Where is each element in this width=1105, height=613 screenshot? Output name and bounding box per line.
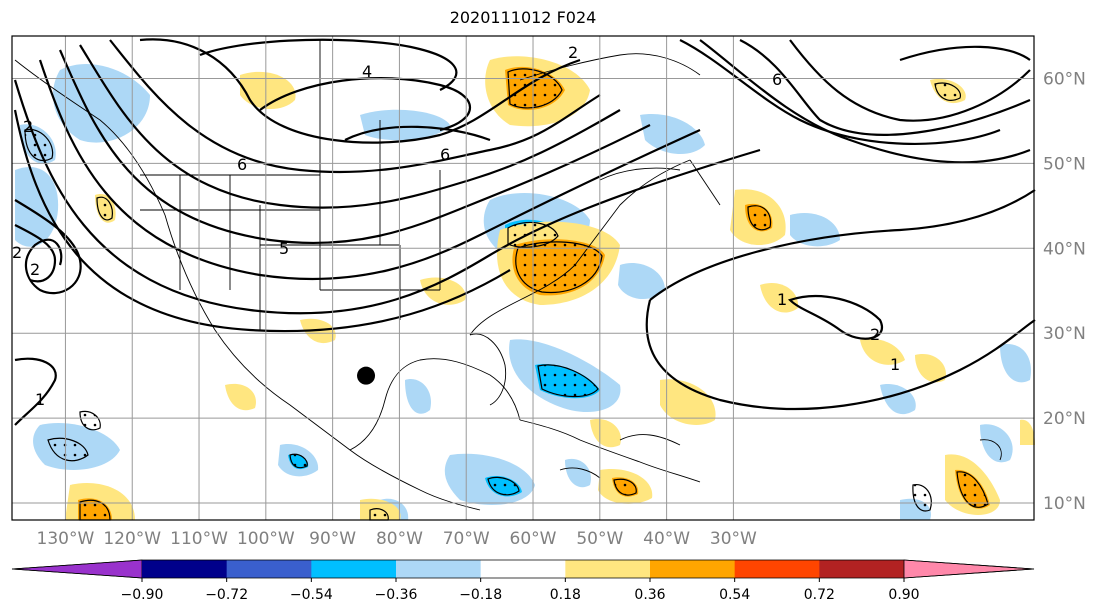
contour-label: 2: [30, 260, 40, 279]
longitude-label: 90°W: [309, 529, 356, 545]
colorbar-tick-label: −0.54: [290, 587, 333, 603]
latitude-label: 10°N: [1043, 494, 1086, 514]
contour-lines: [13, 38, 1036, 426]
colorbar: −0.90 −0.72 −0.54 −0.36 −0.18 0.18 0.36 0.54 0.7…: [11, 559, 1035, 603]
longitude-label: 120°W: [103, 529, 161, 545]
colorbar-extend-high: [903, 559, 1035, 579]
colorbar-tick-label: −0.72: [205, 587, 248, 603]
coastlines-borders: [14, 40, 1002, 511]
colorbar-swatch: [226, 560, 312, 578]
latitude-label: 50°N: [1043, 154, 1086, 174]
contour-label: 6: [772, 70, 782, 89]
longitude-label: 80°W: [376, 529, 423, 545]
contour-label-layer: 4 6 6 5 2 2 2 1 1 2 6 1 2: [12, 43, 900, 409]
contour-label: 4: [362, 62, 372, 81]
colorbar-tick-label: −0.90: [121, 587, 164, 603]
contour-label: 2: [568, 43, 578, 62]
map-title: 2020111012 F024: [449, 8, 597, 27]
colorbar-tick-label: 0.18: [550, 587, 581, 603]
latitude-labels: 10°N 20°N 30°N 40°N 50°N 60°N: [1043, 69, 1086, 514]
colorbar-tick-labels: −0.90 −0.72 −0.54 −0.36 −0.18 0.18 0.36 0.54 0.7…: [121, 578, 920, 603]
map-frame: [11, 35, 1035, 521]
colorbar-swatch: [396, 560, 482, 578]
latitude-label: 60°N: [1043, 69, 1086, 89]
longitude-label: 30°W: [710, 529, 757, 545]
colorbar-swatches: [11, 559, 1035, 579]
contour-label: 1: [890, 355, 900, 374]
colorbar-tick-label: 0.54: [719, 587, 750, 603]
colorbar-swatch: [819, 560, 905, 578]
storm-center-marker: [357, 366, 376, 385]
contour-label: 5: [279, 239, 289, 258]
colorbar-tick-label: 0.90: [888, 587, 919, 603]
longitude-labels: 130°W 120°W 110°W 100°W 90°W 80°W 70°W 60°W 50°W…: [37, 529, 758, 545]
colorbar-swatch: [311, 560, 397, 578]
contour-label: 6: [237, 155, 247, 174]
contour-label: 1: [777, 290, 787, 309]
colorbar-tick-label: 0.36: [634, 587, 665, 603]
contour-label: 2: [870, 325, 880, 344]
contour-label: 6: [440, 145, 450, 164]
colorbar-swatch: [480, 560, 566, 578]
colorbar-swatch: [565, 560, 651, 578]
latitude-label: 40°N: [1043, 239, 1086, 259]
longitude-label: 130°W: [37, 529, 95, 545]
colorbar-swatch: [650, 560, 736, 578]
contour-label: 1: [35, 390, 45, 409]
weather-map: 4 6 6 5 2 2 2 1 1 2 6 1 2 130°W 120°W 110°…: [11, 35, 1086, 545]
contour-label: 2: [12, 243, 22, 262]
latitude-label: 30°N: [1043, 324, 1086, 344]
longitude-label: 110°W: [170, 529, 228, 545]
colorbar-swatch: [734, 560, 820, 578]
longitude-label: 70°W: [443, 529, 490, 545]
longitude-label: 100°W: [237, 529, 295, 545]
contour-label: 2: [23, 117, 33, 136]
colorbar-extend-low: [11, 559, 143, 579]
colorbar-tick-label: −0.18: [459, 587, 502, 603]
longitude-label: 40°W: [643, 529, 690, 545]
colorbar-tick-label: 0.72: [804, 587, 835, 603]
map-gridlines: [12, 36, 1034, 520]
colorbar-tick-label: −0.36: [375, 587, 418, 603]
latitude-label: 20°N: [1043, 409, 1086, 429]
longitude-label: 60°W: [510, 529, 557, 545]
longitude-label: 50°W: [576, 529, 623, 545]
colorbar-swatch: [142, 560, 228, 578]
